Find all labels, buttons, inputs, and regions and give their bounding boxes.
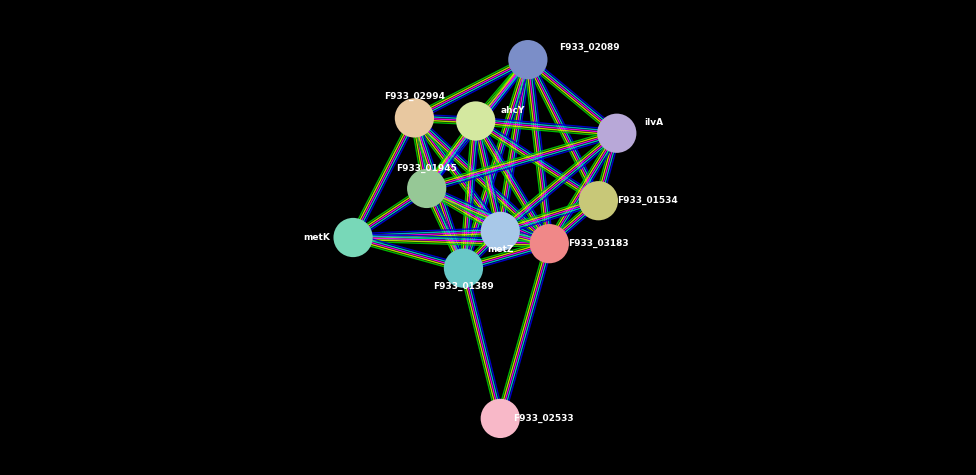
Text: ahcY: ahcY (501, 106, 525, 115)
Circle shape (444, 248, 483, 288)
Text: F933_02533: F933_02533 (512, 414, 574, 423)
Text: F933_01534: F933_01534 (617, 196, 677, 205)
Circle shape (530, 224, 569, 263)
Text: metZ: metZ (487, 245, 513, 254)
Text: metK: metK (303, 233, 330, 242)
Circle shape (394, 98, 434, 138)
Circle shape (508, 40, 548, 79)
Text: F933_02994: F933_02994 (384, 92, 445, 101)
Circle shape (597, 114, 636, 153)
Circle shape (407, 169, 446, 208)
Text: F933_02089: F933_02089 (559, 43, 620, 52)
Circle shape (456, 101, 496, 141)
Circle shape (480, 212, 520, 251)
Text: F933_01389: F933_01389 (433, 282, 494, 291)
Circle shape (579, 181, 618, 220)
Circle shape (334, 218, 373, 257)
Text: F933_01945: F933_01945 (396, 163, 457, 173)
Text: F933_03183: F933_03183 (568, 239, 629, 248)
Text: ilvA: ilvA (644, 118, 663, 127)
Circle shape (480, 399, 520, 438)
